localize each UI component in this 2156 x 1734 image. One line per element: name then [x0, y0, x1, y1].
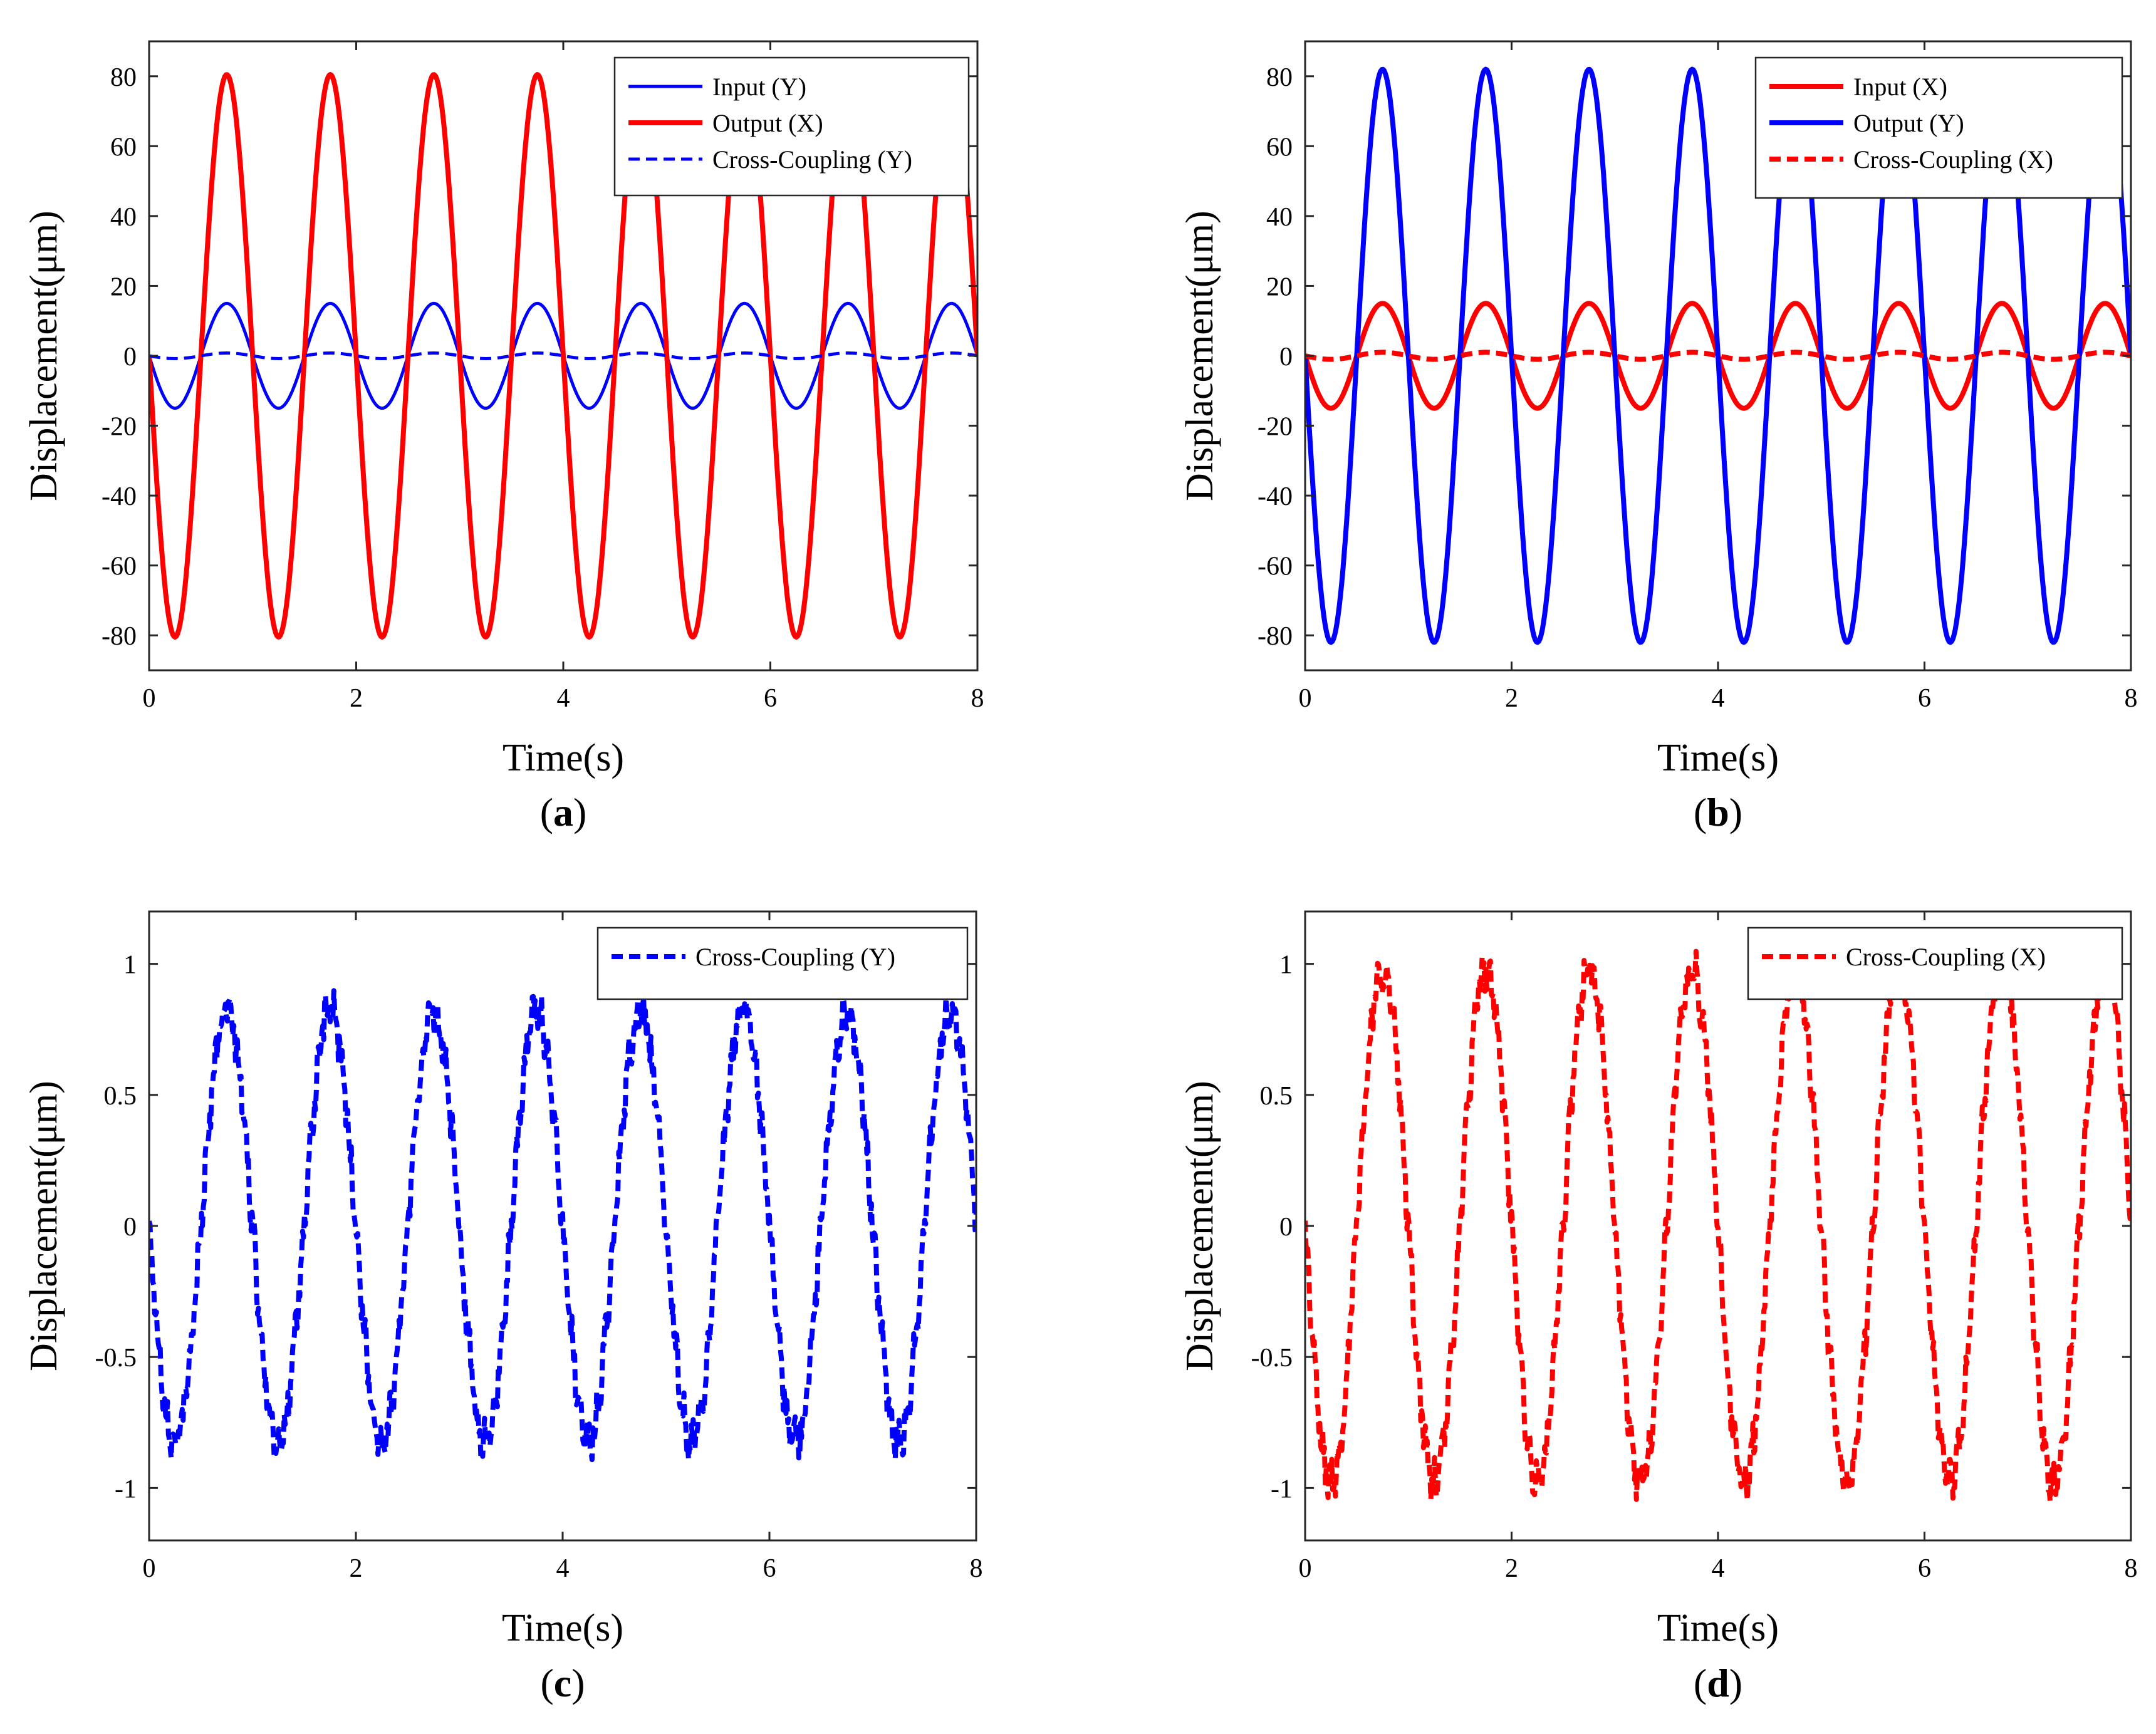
y-tick-label: 0: [1279, 1213, 1293, 1242]
x-tick-label: 2: [1505, 1554, 1518, 1583]
y-tick-label: -20: [102, 413, 137, 442]
chart-panel-4: 0 2 4 6 8 1 0.5 0 -0.5 -1 Time(s) Displacement(μm) C…: [1179, 910, 2138, 1705]
y-axis-title: Displacement(μm): [1179, 210, 1221, 501]
y-tick-label: -0.5: [95, 1344, 137, 1373]
x-tick-label: 6: [764, 684, 777, 713]
x-tick-label: 0: [1299, 1554, 1312, 1583]
x-tick-label: 6: [1918, 684, 1931, 713]
legend: Cross-Coupling (X): [1747, 927, 2123, 1000]
y-tick-label: -1: [115, 1475, 137, 1503]
legend-box: [1754, 56, 2123, 199]
y-tick-label: -0.5: [1251, 1344, 1293, 1373]
legend-box: [1747, 927, 2123, 1000]
chart-panel-3: 0 2 4 6 8 1 0.5 0 -0.5 -1 Time(s) Displacement(μm) C…: [23, 910, 983, 1705]
legend-label-3: Cross-Coupling (X): [1853, 145, 2053, 174]
y-tick-label: 60: [1266, 133, 1293, 162]
caption-close: ): [573, 790, 586, 834]
series-line-3: [149, 351, 977, 360]
x-tick-label: 2: [350, 1554, 363, 1583]
x-tick-label: 0: [143, 1554, 156, 1583]
y-tick-label: 1: [123, 951, 137, 980]
x-tick-label: 4: [556, 1554, 570, 1583]
caption-close: ): [571, 1661, 585, 1705]
y-tick-label: 20: [110, 273, 137, 301]
caption-open: (: [540, 1661, 553, 1705]
series-line-1: [149, 988, 976, 1463]
y-tick-label: 60: [110, 133, 137, 162]
y-tick-label: -80: [102, 622, 137, 651]
y-tick-label: 0: [123, 343, 137, 371]
x-axis-title: Time(s): [1657, 737, 1779, 779]
x-tick-label: 8: [2125, 1554, 2138, 1583]
x-tick-label: 8: [971, 684, 984, 713]
chart-panels: 0 2 4 6 8806040200-20-40-60-80Time(s)Displac…: [23, 40, 2138, 1705]
y-tick-label: -40: [102, 482, 137, 511]
chart-panel-1: 0 2 4 6 8 80 60 40 20 0 -20 -40 -60 -80 Time(s) Displac…: [23, 40, 984, 834]
y-tick-label: 1: [1279, 951, 1293, 980]
x-tick-label: 6: [1918, 1554, 1931, 1583]
panel-caption: (d): [1694, 1661, 1742, 1705]
legend: Cross-Coupling (Y): [596, 927, 969, 1000]
y-tick-label: 0.5: [104, 1082, 137, 1111]
y-tick-label: 40: [110, 203, 137, 232]
x-axis-title: Time(s): [1657, 1607, 1779, 1649]
legend: Input (X) Output (Y) Cross-Coupling (X): [1754, 56, 2123, 199]
y-axis-title: Displacement(μm): [23, 1081, 65, 1371]
caption-letter: b: [1707, 790, 1729, 834]
y-tick-label: -60: [1258, 553, 1293, 581]
x-tick-label: 4: [1712, 684, 1725, 713]
x-tick-label: 2: [1505, 684, 1518, 713]
legend-label-1: Cross-Coupling (Y): [695, 943, 895, 971]
legend-box: [613, 56, 970, 197]
x-axis-title: Time(s): [503, 737, 624, 779]
x-tick-label: 0: [143, 684, 156, 713]
y-tick-label: -20: [1258, 413, 1293, 442]
y-tick-label: -40: [1258, 482, 1293, 511]
y-tick-label: 0: [123, 1213, 137, 1242]
x-tick-label: 0: [1299, 684, 1312, 713]
y-tick-label: 20: [1266, 273, 1293, 301]
legend: Input (Y) Output (X) Cross-Coupling (Y): [613, 56, 970, 197]
x-tick-label: 2: [350, 684, 363, 713]
y-axis-title: Displacement(μm): [1179, 1081, 1221, 1371]
y-tick-label: -60: [102, 553, 137, 581]
legend-label-1: Input (Y): [712, 73, 806, 101]
panel-caption: (c): [540, 1661, 585, 1705]
panel-caption: (a): [540, 790, 587, 834]
legend-label-1: Cross-Coupling (X): [1846, 943, 2046, 971]
y-tick-label: 40: [1266, 203, 1293, 232]
y-tick-label: 0: [1279, 343, 1293, 371]
x-axis-title: Time(s): [502, 1607, 623, 1649]
caption-close: ): [1729, 1661, 1742, 1705]
legend-label-2: Output (X): [712, 109, 823, 137]
chart-panel-2: 0 2 4 6 8 80 60 40 20 0 -20 -40 -60 -80 Time(s) Displac…: [1179, 40, 2138, 834]
y-tick-label: -1: [1271, 1475, 1293, 1503]
plot-series-group: [149, 988, 976, 1463]
legend-label-1: Input (X): [1853, 73, 1947, 101]
y-tick-label: 0.5: [1260, 1082, 1293, 1111]
y-axis-title: Displacement(μm): [23, 210, 65, 501]
x-tick-label: 4: [1712, 1554, 1725, 1583]
caption-letter: d: [1707, 1661, 1729, 1705]
caption-letter: a: [553, 790, 573, 834]
x-tick-label: 6: [763, 1554, 776, 1583]
caption-close: ): [1729, 790, 1742, 834]
caption-open: (: [1694, 1661, 1707, 1705]
legend-label-3: Cross-Coupling (Y): [712, 145, 912, 174]
legend-label-2: Output (Y): [1853, 109, 1964, 137]
x-tick-label: 8: [970, 1554, 983, 1583]
caption-letter: c: [554, 1661, 571, 1705]
x-tick-label: 8: [2125, 684, 2138, 713]
y-tick-label: 80: [1266, 63, 1293, 92]
y-tick-label: -80: [1258, 622, 1293, 651]
y-tick-label: 80: [110, 63, 137, 92]
caption-open: (: [540, 790, 553, 834]
panel-caption: (b): [1694, 790, 1742, 834]
x-tick-label: 4: [557, 684, 570, 713]
caption-open: (: [1694, 790, 1707, 834]
legend-box: [596, 927, 969, 1000]
